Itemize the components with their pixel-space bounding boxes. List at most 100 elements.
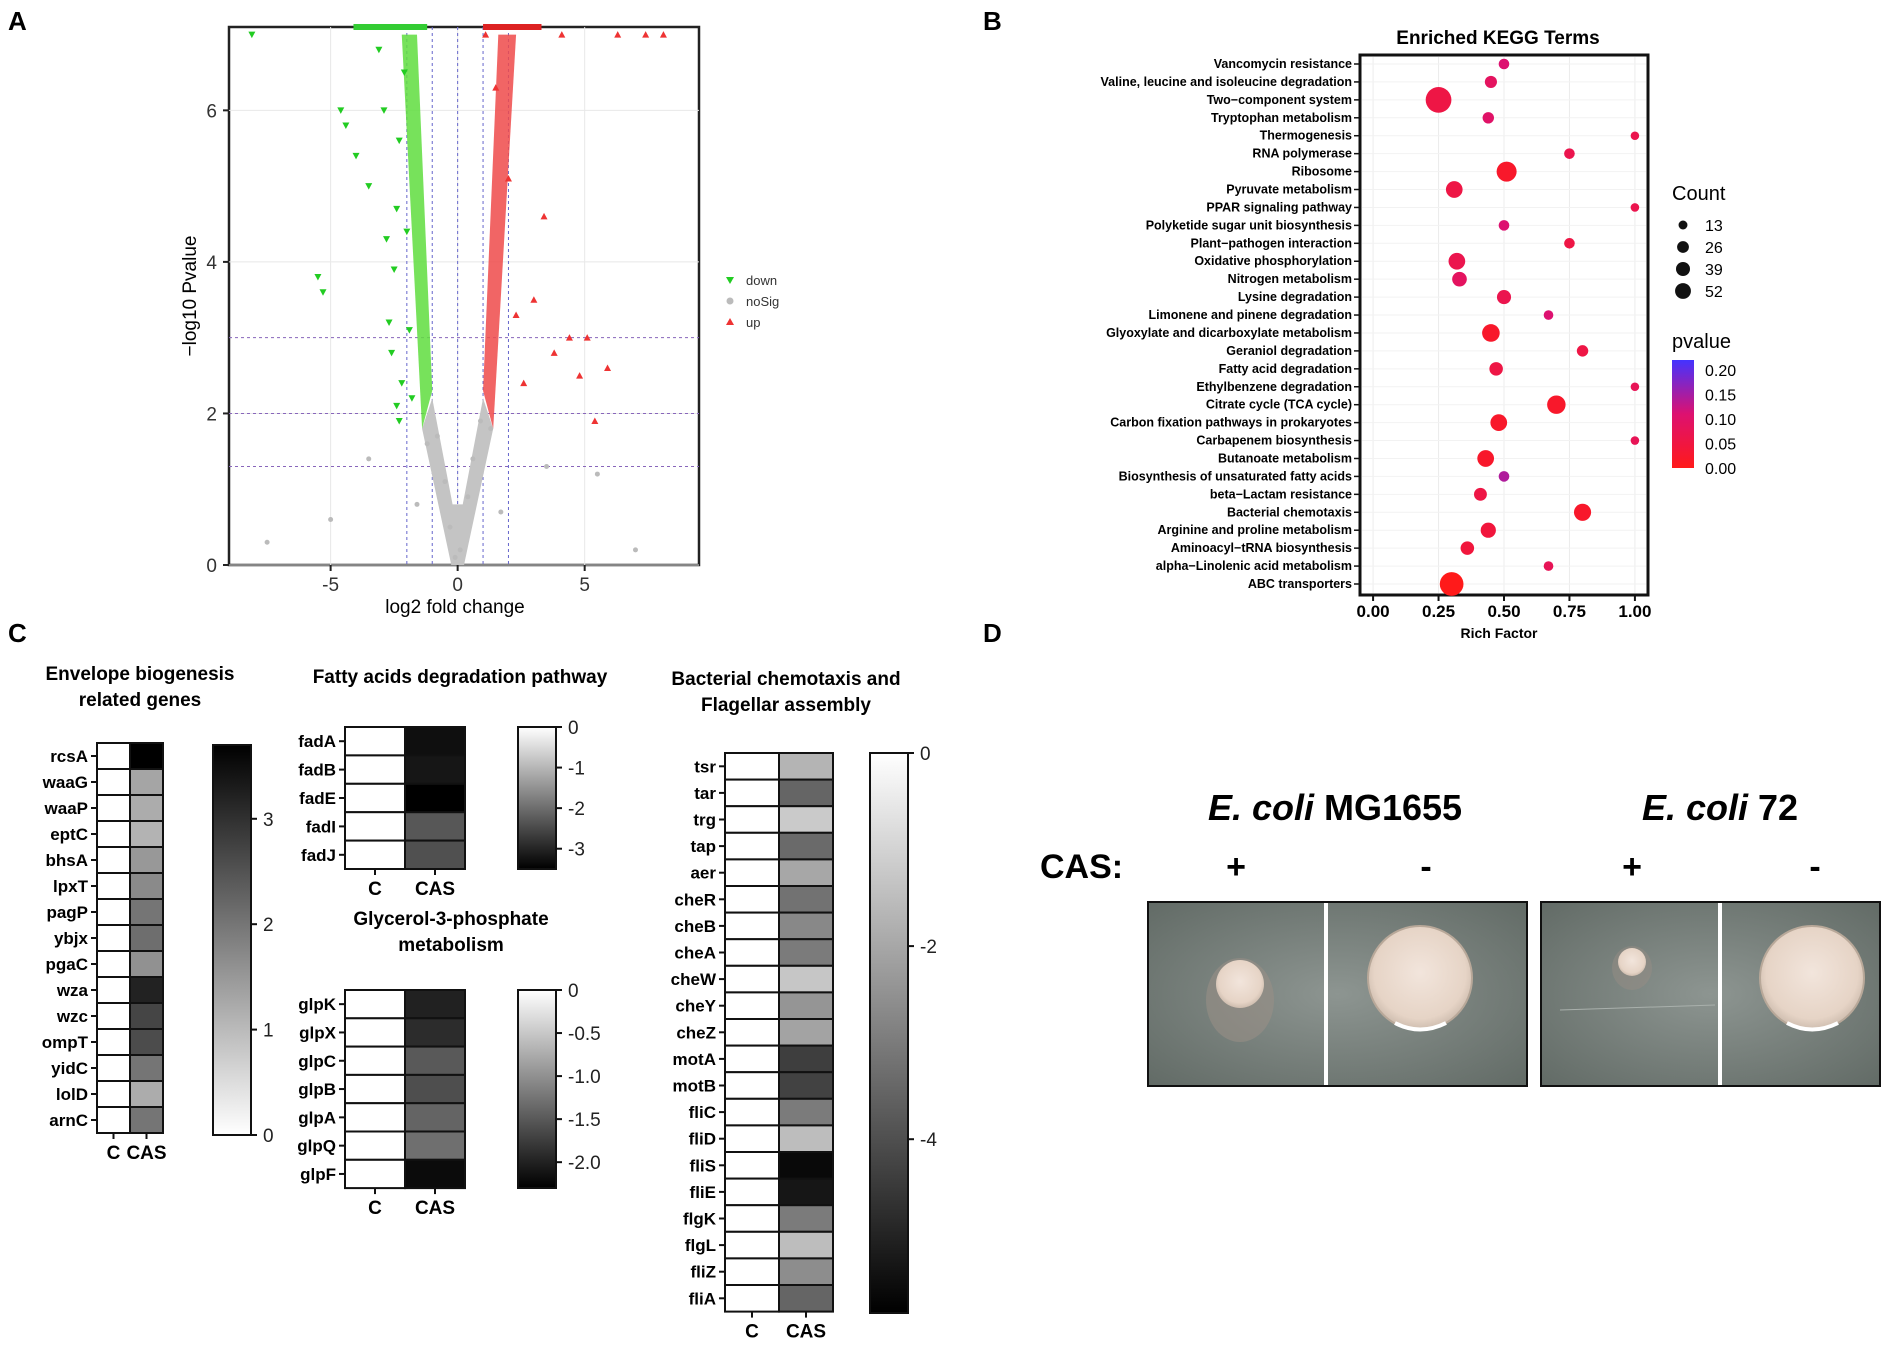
gene-label: glpA: [298, 1108, 336, 1127]
gene-label: wzc: [56, 1007, 88, 1026]
up-point: [565, 334, 573, 341]
heatmap-cell-cas: [129, 924, 164, 952]
kegg-point: [1564, 148, 1575, 159]
heatmap-cell-cas: [404, 754, 466, 785]
kegg-term-label: Carbapenem biosynthesis: [1196, 434, 1352, 448]
gene-label: lolD: [56, 1085, 88, 1104]
nosig-point: [470, 456, 476, 462]
y-tick-label: 6: [206, 101, 217, 122]
colony-photo-panel: E. coli MG1655 E. coli 72 CAS: + - + -: [1040, 787, 1881, 1087]
heatmap-cell-control: [344, 811, 406, 842]
colony-large: [1367, 925, 1473, 1031]
down-point: [395, 418, 403, 425]
up-point: [659, 31, 667, 38]
strain-mg1655-heading: E. coli MG1655: [1208, 787, 1462, 828]
heatmap-panel: Envelope biogenesis related genes rcsA waaG…: [42, 664, 938, 1343]
kegg-term-label: Vancomycin resistance: [1214, 57, 1352, 71]
kegg-point: [1547, 395, 1566, 414]
nosig-point: [478, 418, 484, 424]
heatmap-colorbar: [517, 989, 557, 1189]
heatmap-cell-cas: [404, 1158, 466, 1190]
gene-label: fliC: [689, 1103, 716, 1122]
up-density: [483, 34, 517, 429]
heatmap-cell-cas: [778, 1257, 834, 1287]
heatmap-cell-control: [724, 964, 780, 994]
kegg-term-label: Plant−pathogen interaction: [1191, 236, 1352, 250]
pvalue-legend-label: 0.05: [1705, 437, 1736, 454]
gene-label: fadI: [306, 817, 336, 836]
down-point: [342, 122, 350, 130]
kegg-point: [1439, 572, 1464, 596]
pvalue-legend-label: 0.00: [1705, 461, 1736, 478]
nosig-point: [465, 494, 471, 500]
heatmap-cell-control: [344, 1130, 406, 1161]
heatmap-cell-control: [344, 1017, 406, 1048]
down-top-band: [353, 24, 428, 30]
kegg-point: [1477, 450, 1495, 467]
heatmap-cell-cas: [778, 991, 834, 1021]
heatmap-2: Fatty acids degradation pathway fadA fadB f…: [298, 667, 607, 900]
gene-label: cheB: [674, 917, 716, 936]
heatmap-cell-control: [344, 1102, 406, 1133]
condition-label: C: [107, 1143, 121, 1164]
gene-label: fadB: [298, 761, 336, 780]
gene-label: bhsA: [46, 851, 89, 870]
heatmap-cell-cas: [404, 1130, 466, 1161]
kegg-x-label: Rich Factor: [1460, 625, 1538, 641]
down-point: [393, 205, 401, 213]
heatmap-cell-control: [724, 1071, 780, 1100]
panel-label-b: B: [983, 6, 1002, 36]
heatmap-cell-cas: [404, 811, 466, 842]
kegg-point: [1630, 382, 1640, 392]
heatmap-cell-cas: [404, 782, 466, 814]
gene-label: motA: [673, 1050, 716, 1069]
heatmap-cell-control: [96, 950, 131, 978]
volcano-plot-frame: [227, 25, 701, 567]
heatmap-cell-cas: [129, 742, 164, 770]
gene-label: wza: [56, 981, 89, 1000]
nosig-point: [594, 471, 600, 477]
nosig-point: [632, 547, 638, 553]
heatmap-cell-cas: [404, 1102, 466, 1133]
heatmap-cell-control: [344, 726, 406, 757]
heatmap-cell-cas: [129, 768, 164, 796]
up-point: [558, 31, 566, 38]
condition-label: C: [745, 1322, 759, 1343]
gene-label: motB: [673, 1077, 716, 1096]
down-point: [403, 228, 411, 236]
gene-label: eptC: [50, 825, 88, 844]
kegg-term-label: Citrate cycle (TCA cycle): [1206, 398, 1352, 412]
kegg-point: [1484, 75, 1497, 89]
cas-sign-4: -: [1809, 848, 1820, 886]
heatmap-cell-cas: [778, 831, 834, 861]
heatmap-cell-cas: [778, 938, 834, 967]
up-point: [540, 212, 548, 220]
down-point: [365, 183, 373, 190]
heatmap-cell-cas: [778, 805, 834, 834]
heatmap-cell-control: [724, 911, 780, 941]
nosig-point: [328, 517, 334, 523]
nosig-density: [422, 398, 494, 565]
heatmap-cell-cas: [778, 885, 834, 914]
photo-divider: [1324, 903, 1328, 1085]
gene-label: glpF: [300, 1165, 336, 1184]
gene-label: flgK: [683, 1210, 717, 1229]
kegg-term-label: Aminoacyl−tRNA biosynthesis: [1171, 541, 1352, 555]
x-tick-label: -5: [322, 575, 339, 596]
colorbar-tick-label: 0: [920, 744, 931, 765]
down-point: [383, 236, 391, 243]
heatmap-cell-control: [96, 898, 131, 926]
legend-label: noSig: [746, 294, 779, 309]
kegg-point: [1630, 203, 1640, 212]
photo-divider: [1718, 903, 1722, 1085]
strain-mg1655-genus: E. coli: [1208, 787, 1315, 828]
down-point: [388, 349, 396, 357]
legend-label: down: [746, 273, 777, 288]
heatmap-cell-cas: [404, 1017, 466, 1048]
up-point: [591, 417, 599, 425]
nosig-point: [424, 441, 430, 447]
x-tick-label: 0.75: [1553, 602, 1586, 621]
legend-label: up: [746, 315, 760, 330]
gene-label: fadJ: [301, 846, 336, 865]
